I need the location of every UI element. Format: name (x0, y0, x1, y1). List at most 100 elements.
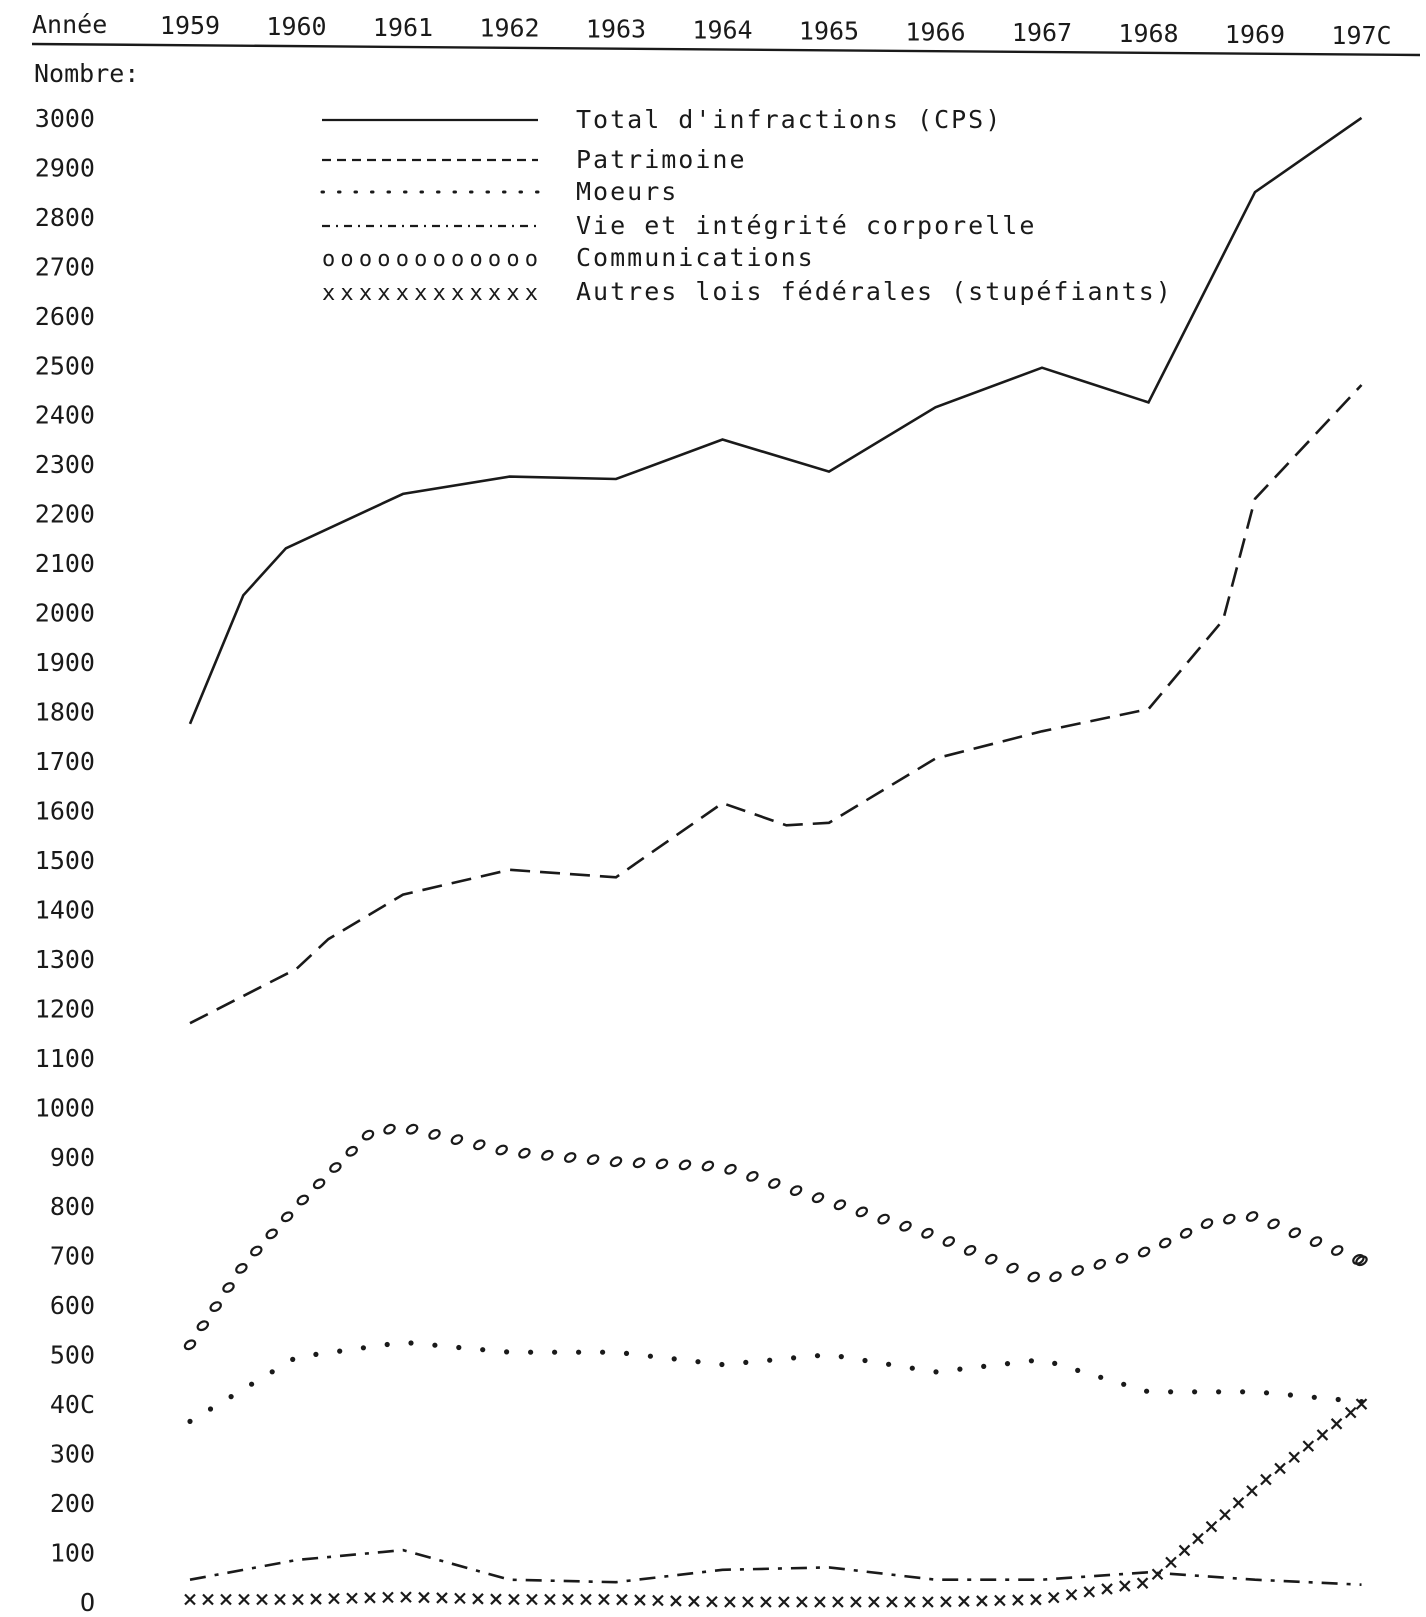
series-point (1165, 1556, 1177, 1569)
y-tick-labels: O 100 200 300 40C 500 600 700 800 900 1000 1100 1200… (35, 104, 95, 1617)
series-point (1260, 1473, 1272, 1486)
series-point (408, 1340, 414, 1346)
series-point (1075, 1367, 1081, 1373)
series-point (994, 1594, 1006, 1607)
y-tick-label: 40C (50, 1390, 95, 1419)
series-point (1311, 1394, 1317, 1400)
series-point (1246, 1485, 1258, 1497)
series-point (418, 1591, 430, 1604)
series-point (228, 1394, 234, 1400)
series-point (838, 1354, 844, 1360)
series-point (933, 1369, 939, 1375)
series-point (1205, 1520, 1218, 1533)
series-point (432, 1342, 438, 1348)
series-point (436, 1592, 448, 1604)
series-point (598, 1593, 610, 1606)
series-point (724, 1163, 737, 1175)
series-point (1274, 1462, 1286, 1475)
series-point (313, 1351, 319, 1357)
legend-swatch: xxxxxxxxxxxx (322, 281, 538, 306)
series-point (724, 1596, 736, 1608)
series-point (940, 1595, 952, 1608)
y-tick-label: 1200 (35, 994, 95, 1023)
series-point (719, 1361, 725, 1368)
y-tick-label: 100 (50, 1539, 95, 1568)
series-point (290, 1356, 296, 1362)
series-point (1178, 1544, 1191, 1557)
series-point (346, 1592, 358, 1605)
series-point (1098, 1374, 1104, 1380)
y-tick-label: 1700 (35, 747, 95, 776)
legend-item: Vie et intégrité corporelle (322, 211, 1034, 240)
series-point (1330, 1245, 1344, 1256)
series-point (789, 1185, 803, 1196)
x-tick-label: 1960 (266, 12, 326, 41)
series-point (706, 1595, 718, 1608)
series-point (634, 1594, 646, 1606)
legend-item: oooooooooooo Communications (322, 243, 815, 272)
series-point (1047, 1591, 1060, 1604)
series-point (1309, 1236, 1323, 1247)
series-point (1006, 1262, 1019, 1274)
series-point (472, 1593, 484, 1605)
series-point (832, 1596, 844, 1608)
series-point (1192, 1389, 1198, 1395)
series-point (292, 1593, 304, 1606)
series-point (1355, 1398, 1368, 1410)
series-point (544, 1593, 556, 1606)
series-point (1136, 1577, 1149, 1589)
series-point (743, 1359, 749, 1365)
x-tick-label: 1959 (160, 11, 220, 40)
series-point (1168, 1389, 1174, 1395)
series-point (1083, 1586, 1096, 1598)
series-point (187, 1418, 193, 1424)
series-point (942, 1236, 956, 1247)
x-tick-label: 1961 (373, 13, 433, 42)
series-point (796, 1596, 808, 1608)
series-point (196, 1320, 210, 1332)
series-0 (188, 116, 1363, 725)
series-point (1288, 1451, 1300, 1464)
series-point (563, 1152, 577, 1163)
plot-area (183, 116, 1368, 1608)
series-point (1355, 1255, 1368, 1267)
series-point (183, 1339, 197, 1351)
series-point (250, 1245, 263, 1257)
series-point (329, 1162, 342, 1173)
y-tick-label: 1300 (35, 945, 95, 974)
series-line (188, 116, 1363, 725)
x-tick-label: 197C (1331, 21, 1391, 50)
series-point (552, 1349, 558, 1355)
y-tick-label: 2100 (35, 549, 95, 578)
y-tick-label: 800 (50, 1192, 95, 1221)
series-point (184, 1593, 196, 1606)
series-point (1049, 1271, 1062, 1283)
series-point (1302, 1440, 1315, 1452)
series-point (384, 1341, 390, 1348)
legend-label: Communications (576, 243, 815, 272)
series-point (238, 1593, 250, 1606)
series-point (207, 1406, 214, 1412)
series-point (981, 1363, 987, 1369)
series-point (1121, 1381, 1127, 1387)
series-point (562, 1593, 574, 1606)
series-point (586, 1154, 600, 1165)
series-line (189, 1548, 1362, 1586)
legend-swatch: oooooooooooo (322, 247, 538, 272)
y-tick-label: 2700 (35, 252, 95, 281)
y-tick-label: 2400 (35, 401, 95, 430)
series-point (256, 1593, 268, 1606)
series-point (222, 1282, 235, 1293)
y-tick-label: 1500 (35, 846, 95, 875)
y-tick-label: 200 (50, 1489, 95, 1518)
series-point (652, 1594, 664, 1607)
series-point (868, 1596, 880, 1608)
series-point (269, 1369, 275, 1375)
series-point (1335, 1396, 1341, 1403)
series-line (189, 384, 1363, 1025)
series-point (1330, 1418, 1343, 1430)
series-point (1245, 1211, 1259, 1222)
series-point (695, 1359, 701, 1365)
y-tick-label: 700 (50, 1242, 95, 1271)
y-tick-label: 1600 (35, 796, 95, 825)
